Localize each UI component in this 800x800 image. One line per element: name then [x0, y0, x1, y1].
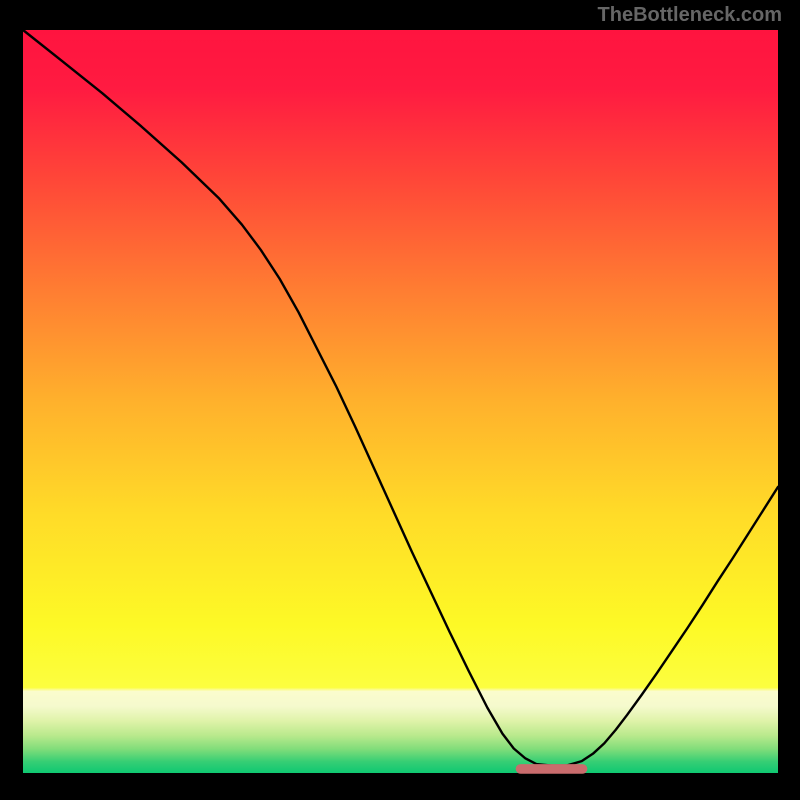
watermark-text: TheBottleneck.com [598, 4, 782, 27]
bottleneck-chart [0, 0, 800, 800]
figure-root: TheBottleneck.com [0, 0, 800, 800]
optimal-range-marker [516, 764, 588, 774]
